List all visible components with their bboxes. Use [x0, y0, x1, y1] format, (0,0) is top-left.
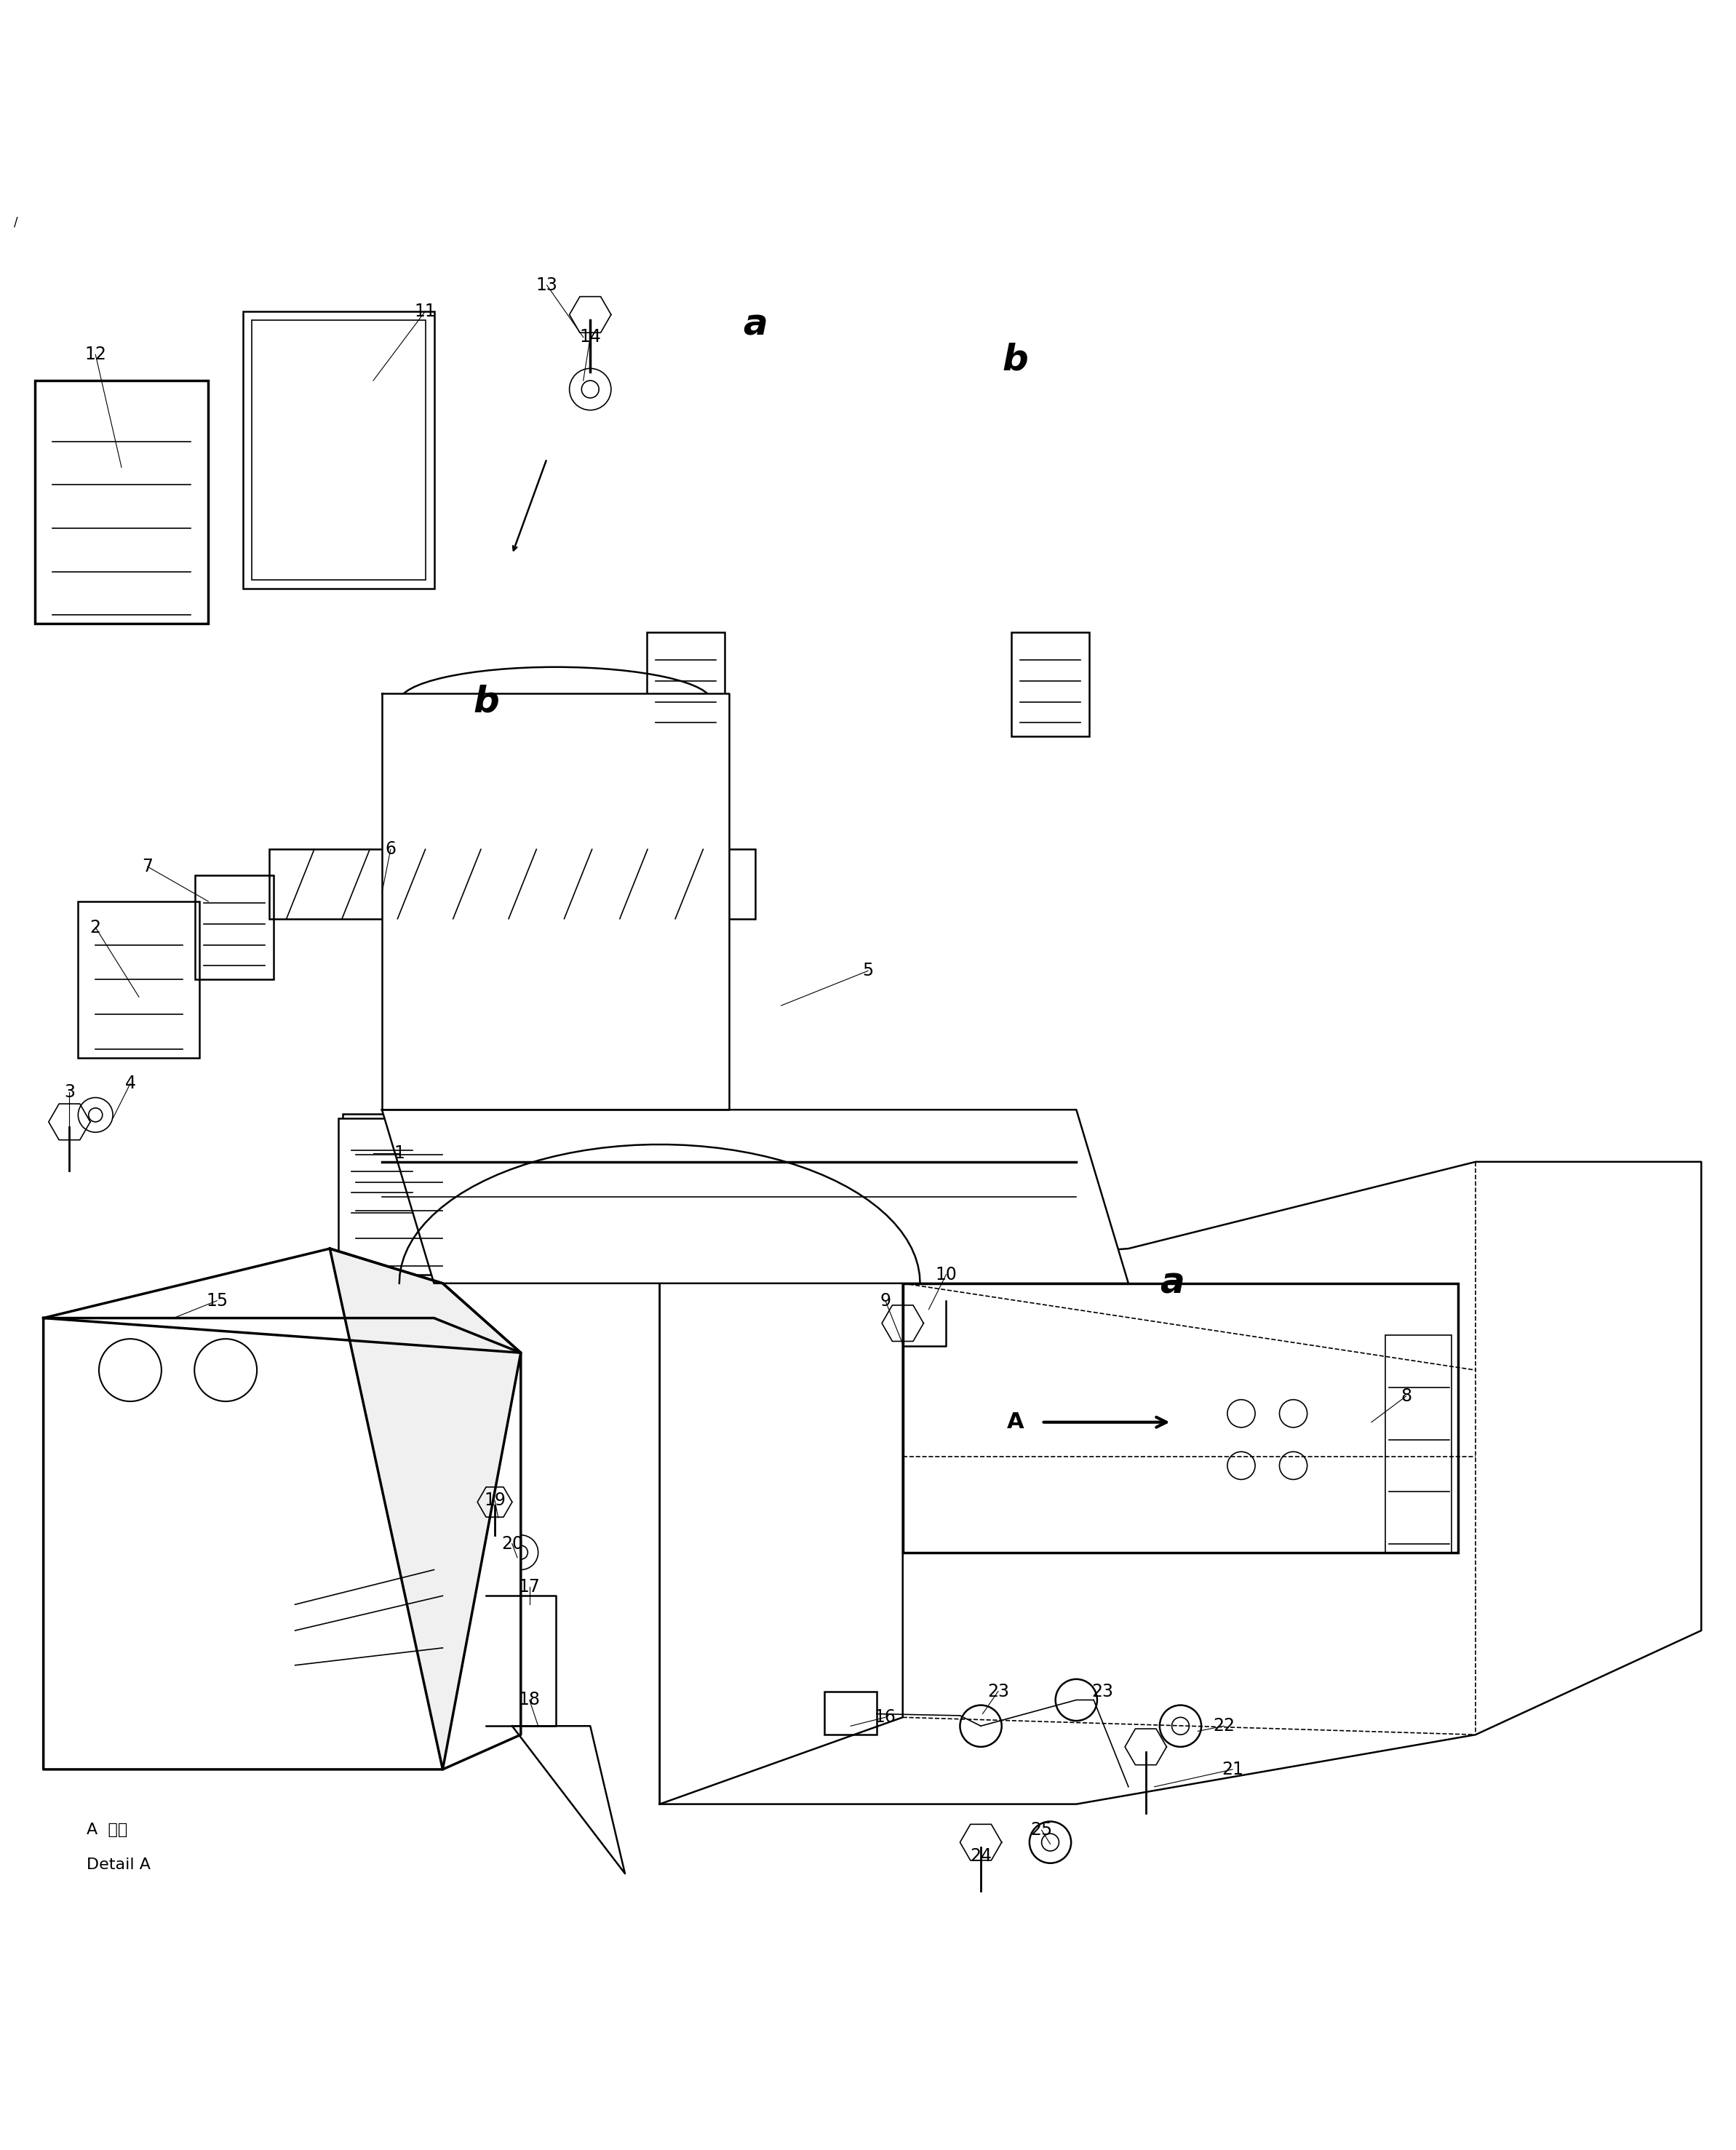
Text: b: b: [1003, 342, 1028, 376]
Text: A: A: [1007, 1413, 1024, 1432]
Bar: [903, 1284, 1458, 1552]
Text: 3: 3: [64, 1084, 75, 1101]
Bar: [113, 1518, 165, 1604]
Polygon shape: [382, 692, 729, 1109]
Bar: [269, 849, 755, 918]
Bar: [194, 875, 274, 980]
Text: 10: 10: [936, 1266, 957, 1284]
Text: 2: 2: [90, 918, 101, 935]
Text: b: b: [474, 684, 498, 720]
Text: 15: 15: [207, 1292, 227, 1309]
Text: 23: 23: [988, 1683, 1009, 1701]
Text: 25: 25: [1031, 1821, 1052, 1838]
Text: 22: 22: [1213, 1718, 1234, 1735]
Bar: [825, 1692, 877, 1735]
Text: 1: 1: [394, 1144, 404, 1161]
Text: 13: 13: [536, 277, 557, 295]
Polygon shape: [43, 1249, 521, 1352]
Text: 5: 5: [863, 961, 873, 980]
Bar: [35, 381, 208, 624]
Text: a: a: [1160, 1266, 1184, 1301]
Polygon shape: [43, 1318, 521, 1769]
Text: 7: 7: [142, 858, 153, 875]
Text: A  詳細: A 詳細: [87, 1823, 128, 1838]
Bar: [200, 1449, 252, 1535]
Bar: [78, 901, 200, 1058]
Bar: [243, 312, 434, 589]
Text: 6: 6: [385, 841, 396, 858]
Text: 9: 9: [880, 1292, 891, 1309]
Bar: [1385, 1335, 1451, 1552]
Text: 19: 19: [484, 1492, 505, 1509]
Text: 8: 8: [1401, 1387, 1411, 1404]
Text: a: a: [743, 307, 767, 342]
Text: 16: 16: [875, 1709, 896, 1726]
Text: 14: 14: [580, 329, 601, 346]
Text: 23: 23: [1092, 1683, 1113, 1701]
Text: 4: 4: [125, 1075, 135, 1092]
Bar: [252, 320, 425, 580]
Text: Detail A: Detail A: [87, 1858, 151, 1873]
Text: 18: 18: [519, 1692, 540, 1709]
Polygon shape: [382, 1109, 1128, 1284]
Polygon shape: [330, 1249, 521, 1769]
Bar: [646, 632, 726, 737]
Text: 12: 12: [85, 346, 106, 363]
Bar: [1010, 632, 1090, 737]
Bar: [339, 1118, 460, 1275]
Text: 20: 20: [502, 1535, 523, 1552]
Bar: [113, 1449, 165, 1535]
Text: 24: 24: [970, 1847, 991, 1864]
Text: 11: 11: [415, 303, 436, 320]
Text: /: /: [14, 215, 17, 228]
Text: 17: 17: [519, 1578, 540, 1595]
Text: 21: 21: [1222, 1761, 1243, 1778]
Bar: [344, 1114, 422, 1228]
